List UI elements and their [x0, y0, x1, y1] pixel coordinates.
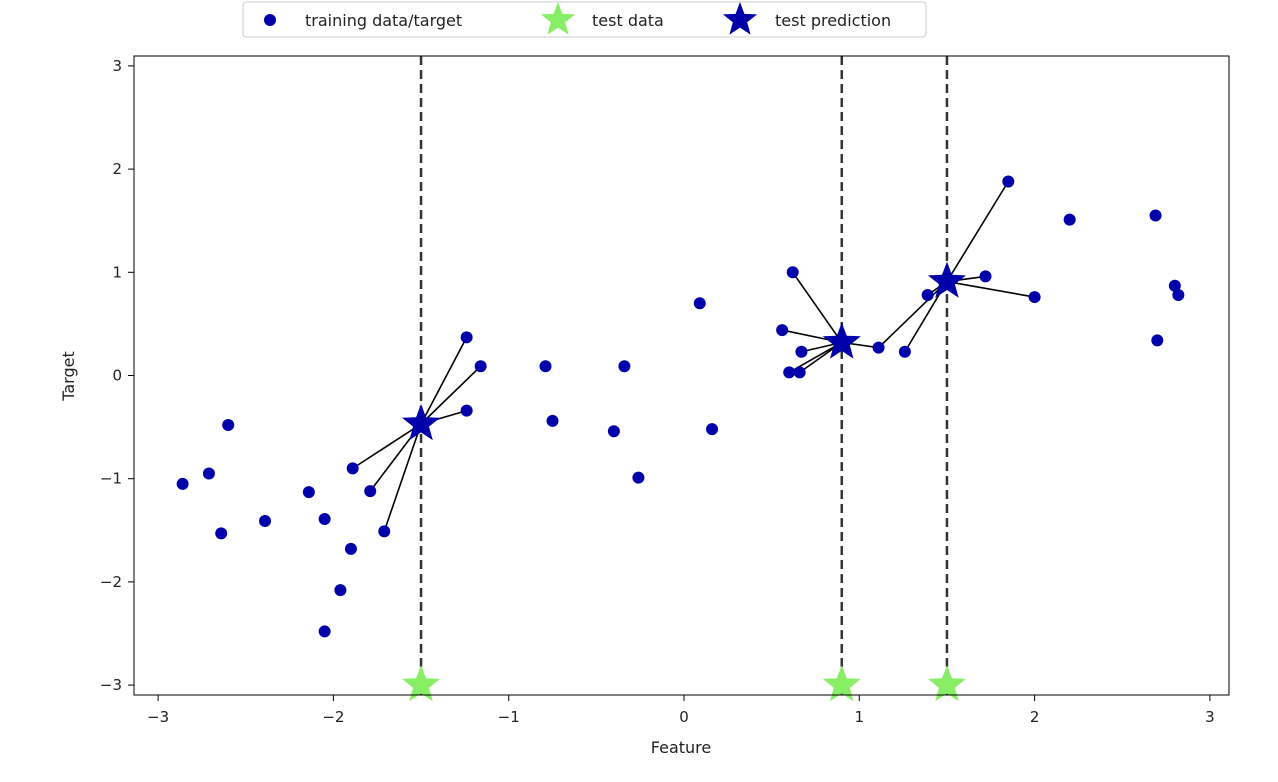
plot-frame — [133, 55, 1230, 696]
y-tick-label: 0 — [112, 367, 122, 385]
legend-label-test-data: test data — [592, 11, 664, 30]
training-point — [176, 477, 189, 490]
x-tick-label: 0 — [679, 708, 689, 726]
legend-label-training: training data/target — [305, 11, 462, 30]
training-point — [783, 366, 796, 379]
training-point — [872, 341, 885, 354]
y-tick-label: 2 — [112, 160, 122, 178]
neighbor-link — [946, 181, 1009, 283]
x-tick-label: −2 — [322, 708, 344, 726]
training-point — [776, 324, 789, 337]
training-point — [693, 297, 706, 310]
test-prediction-star — [402, 404, 441, 441]
training-point — [1151, 334, 1164, 347]
legend-marker-training — [264, 14, 276, 26]
neighbor-link — [383, 423, 422, 532]
test-data-star — [822, 665, 861, 702]
training-point — [539, 360, 552, 373]
y-tick-label: −3 — [100, 676, 122, 694]
training-point — [793, 366, 806, 379]
data-points — [176, 175, 1185, 702]
training-point — [378, 525, 391, 538]
training-point — [706, 423, 719, 436]
legend-marker-test-prediction — [722, 2, 758, 35]
neighbor-link — [878, 281, 948, 349]
training-point — [618, 360, 631, 373]
training-point — [302, 486, 315, 499]
neighbor-link — [420, 365, 482, 425]
neighbor-link — [792, 271, 843, 343]
training-point — [1149, 209, 1162, 222]
training-point — [474, 360, 487, 373]
x-tick-label: 2 — [1030, 708, 1040, 726]
y-tick-label: −2 — [100, 573, 122, 591]
training-point — [318, 625, 331, 638]
x-tick-label: 1 — [855, 708, 865, 726]
legend-marker-test-data — [540, 2, 576, 35]
test-prediction-star — [822, 322, 861, 359]
training-point — [222, 419, 235, 432]
neighbor-link — [420, 336, 468, 425]
test-data-star — [927, 665, 966, 702]
x-axis-ticks: −3 −2 −1 0 1 2 3 — [147, 695, 1215, 726]
training-point — [786, 266, 799, 279]
y-tick-label: 1 — [112, 263, 122, 281]
training-point — [1168, 279, 1181, 292]
y-tick-label: 3 — [112, 57, 122, 75]
y-tick-label: −1 — [100, 470, 122, 488]
legend-star-test-data — [540, 2, 576, 35]
x-axis-label: Feature — [651, 738, 711, 757]
training-point — [346, 462, 359, 475]
y-axis-label: Target — [59, 351, 78, 402]
x-tick-label: −3 — [147, 708, 169, 726]
training-point — [1172, 289, 1185, 302]
neighbor-link — [352, 423, 422, 470]
training-point — [1028, 291, 1041, 304]
training-point — [632, 471, 645, 484]
training-point — [364, 485, 377, 498]
training-point — [1002, 175, 1015, 188]
training-point — [334, 584, 347, 597]
training-point — [898, 345, 911, 358]
training-point — [921, 289, 934, 302]
test-prediction-star — [927, 261, 966, 298]
training-point — [259, 515, 272, 528]
test-data-star — [402, 665, 441, 702]
training-point — [344, 542, 357, 555]
training-point — [546, 414, 559, 427]
neighbor-link — [946, 280, 1035, 298]
neighbor-links — [352, 181, 1035, 532]
training-point — [795, 345, 808, 358]
training-point — [1063, 213, 1076, 226]
training-point — [202, 467, 215, 480]
legend: training data/target test data test pred… — [242, 1, 927, 38]
x-tick-label: 3 — [1205, 708, 1215, 726]
training-point — [215, 527, 228, 540]
training-point — [607, 425, 620, 438]
training-point — [318, 512, 331, 525]
training-point — [979, 270, 992, 283]
training-point — [460, 404, 473, 417]
x-tick-label: −1 — [498, 708, 520, 726]
legend-label-test-prediction: test prediction — [775, 11, 891, 30]
legend-star-test-prediction — [722, 2, 758, 35]
y-axis-ticks: −3 −2 −1 0 1 2 3 — [100, 57, 134, 694]
test-vlines — [419, 56, 949, 695]
training-point — [460, 331, 473, 344]
